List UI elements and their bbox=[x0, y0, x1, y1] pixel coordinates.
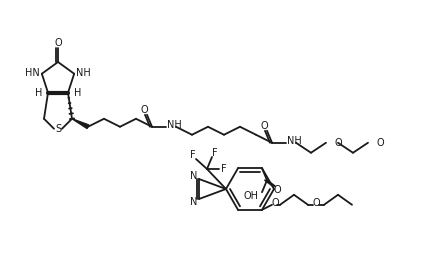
Text: O: O bbox=[335, 138, 343, 148]
Text: O: O bbox=[312, 198, 320, 208]
Text: O: O bbox=[271, 198, 279, 208]
Text: H: H bbox=[35, 88, 42, 98]
Text: O: O bbox=[260, 121, 268, 131]
Text: F: F bbox=[212, 148, 218, 158]
Text: H: H bbox=[74, 88, 81, 98]
Text: HN: HN bbox=[25, 68, 40, 78]
Text: F: F bbox=[221, 164, 227, 174]
Text: NH: NH bbox=[287, 136, 302, 146]
Text: N: N bbox=[190, 197, 198, 207]
Text: O: O bbox=[273, 185, 281, 195]
Text: NH: NH bbox=[167, 120, 182, 130]
Polygon shape bbox=[72, 119, 89, 129]
Text: N: N bbox=[190, 171, 198, 181]
Text: S: S bbox=[55, 124, 61, 134]
Text: O: O bbox=[377, 138, 385, 148]
Text: OH: OH bbox=[243, 191, 258, 201]
Text: NH: NH bbox=[76, 68, 91, 78]
Text: O: O bbox=[140, 105, 148, 115]
Text: O: O bbox=[54, 38, 62, 48]
Text: F: F bbox=[190, 150, 196, 160]
